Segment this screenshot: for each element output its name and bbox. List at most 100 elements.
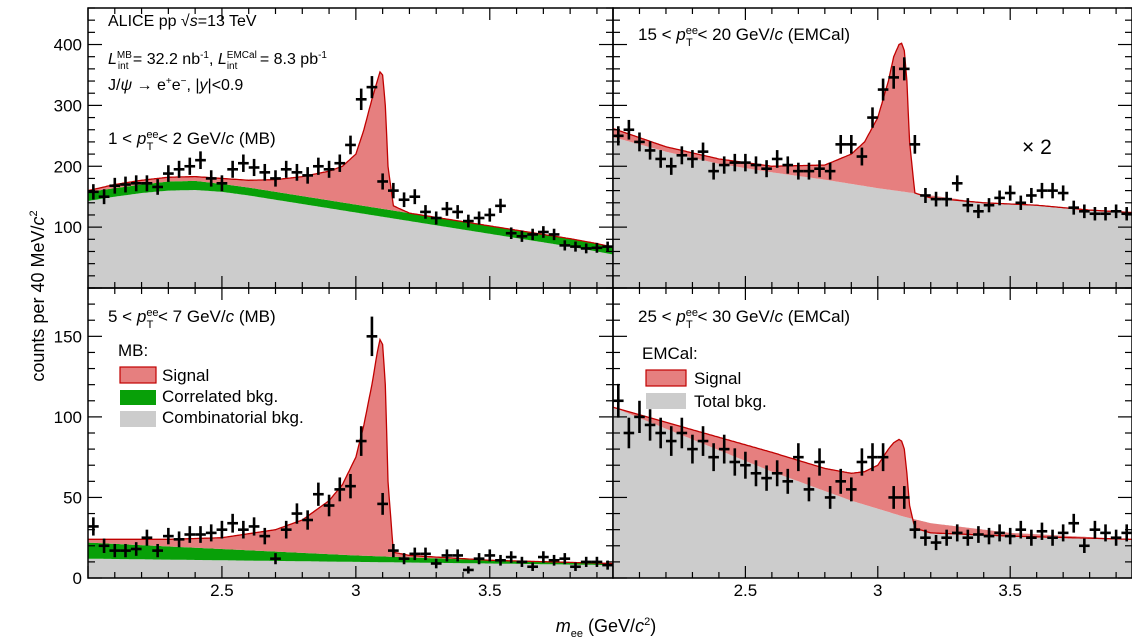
data-point: [1089, 520, 1101, 539]
data-point: [205, 524, 217, 542]
data-point: [98, 189, 110, 205]
data-point: [973, 526, 984, 543]
data-point: [877, 78, 889, 101]
signal-area: [613, 407, 1132, 540]
data-point: [355, 426, 367, 456]
data-point: [591, 242, 603, 253]
data-point: [740, 451, 751, 479]
x-axis-title: mee (GeV/c2): [556, 616, 656, 640]
data-point: [184, 526, 196, 543]
data-point: [602, 241, 613, 252]
data-point: [634, 132, 645, 152]
data-point: [527, 228, 538, 241]
data-point: [238, 520, 249, 539]
data-point: [718, 434, 730, 464]
header-line-3: J/ψ → e+e−, |y|<0.9: [108, 76, 243, 94]
data-point: [302, 167, 313, 184]
data-point: [623, 417, 635, 449]
data-point: [1079, 204, 1090, 219]
data-point: [463, 214, 474, 228]
data-point: [729, 153, 741, 172]
data-point: [538, 226, 549, 238]
data-point: [1121, 524, 1132, 542]
data-point: [88, 184, 99, 200]
data-point: [740, 153, 751, 172]
data-point: [962, 529, 974, 546]
data-point: [163, 527, 174, 545]
data-point: [538, 551, 549, 563]
data-point: [824, 162, 836, 180]
data-point: [452, 549, 463, 562]
data-point: [1047, 182, 1058, 199]
data-point: [1036, 182, 1048, 199]
y-tick-label: 100: [54, 218, 82, 237]
data-point: [803, 162, 815, 180]
data-point: [388, 543, 399, 558]
data-point: [441, 201, 453, 216]
y-tick-label: 150: [54, 327, 82, 346]
data-point: [580, 243, 592, 254]
legend-mb-signal-swatch: [119, 366, 157, 384]
panel-bottom-left: 0 50 100 150 2.5 3 3.5: [54, 287, 614, 600]
data-point: [750, 460, 762, 487]
total-fit-line: [87, 70, 614, 248]
data-point: [793, 162, 804, 180]
data-point: [930, 534, 942, 551]
signal-area: [88, 339, 613, 564]
data-point: [835, 134, 847, 154]
data-point: [793, 443, 804, 472]
data-point: [227, 160, 238, 178]
data-point: [888, 486, 899, 509]
legend-mb-combinatorial-label: Combinatorial bkg.: [162, 408, 304, 427]
data-point: [867, 443, 878, 472]
data-point: [973, 204, 984, 219]
data-point: [909, 134, 921, 154]
data-point: [951, 175, 963, 192]
data-point: [644, 141, 656, 160]
data-point: [227, 513, 238, 533]
data-point: [152, 543, 163, 558]
legend-emcal-total-label: Total bkg.: [694, 392, 767, 411]
data-point: [216, 520, 228, 539]
data-point: [920, 187, 931, 203]
data-point: [259, 163, 271, 181]
x-tick-label: 3: [351, 581, 360, 600]
data-point: [983, 198, 995, 213]
x-tick-label: 3.5: [998, 581, 1022, 600]
data-point: [877, 443, 889, 472]
data-point: [1004, 185, 1016, 201]
data-point: [334, 154, 346, 172]
data-point: [856, 147, 868, 166]
data-point: [430, 558, 442, 569]
data-point: [570, 241, 581, 252]
data-point: [1100, 524, 1111, 542]
data-point: [941, 191, 952, 207]
data-point: [280, 520, 292, 539]
data-point: [398, 192, 410, 208]
data-point: [580, 556, 592, 567]
data-point: [1110, 204, 1122, 219]
data-point: [1047, 529, 1058, 546]
data-point: [930, 191, 942, 207]
data-point: [570, 562, 581, 571]
data-point: [495, 198, 506, 213]
data-point: [983, 527, 995, 545]
data-point: [909, 520, 921, 539]
data-point: [951, 524, 963, 542]
data-point: [291, 503, 303, 524]
data-point: [216, 175, 228, 192]
data-point: [141, 175, 153, 192]
data-point: [591, 556, 603, 567]
y-tick-label: 100: [54, 408, 82, 427]
y-tick-label: 400: [54, 36, 82, 55]
data-point: [676, 417, 688, 449]
data-point: [548, 228, 560, 241]
data-point: [248, 517, 260, 536]
data-point: [141, 529, 153, 546]
y-tick-label: 300: [54, 96, 82, 115]
data-point: [548, 554, 560, 566]
data-point: [345, 135, 356, 155]
data-point: [655, 150, 666, 168]
data-point: [559, 553, 571, 565]
data-point: [259, 527, 271, 545]
